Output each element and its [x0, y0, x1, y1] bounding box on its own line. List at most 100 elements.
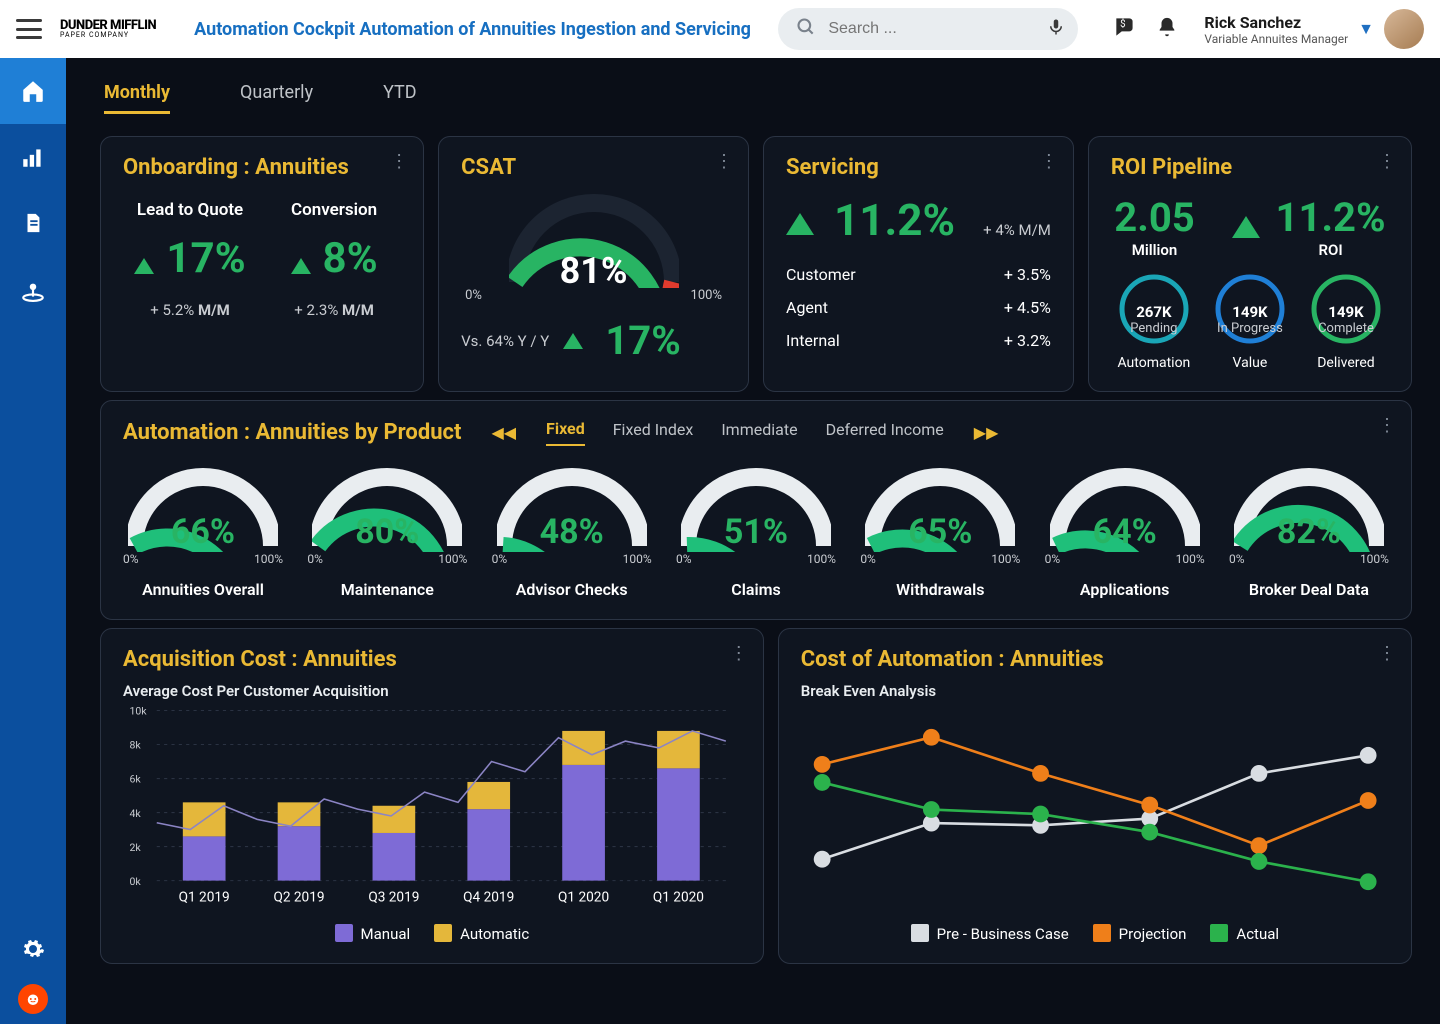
up-arrow-icon — [563, 333, 583, 349]
svg-text:0k: 0k — [129, 875, 141, 888]
svg-text:Q2 2019: Q2 2019 — [273, 890, 324, 906]
csat-vs: Vs. 64% Y / Y — [461, 332, 549, 350]
search-input[interactable] — [828, 20, 1035, 38]
svg-text:6k: 6k — [129, 773, 141, 786]
card-title: Cost of Automation : Annuities — [801, 647, 1389, 672]
tab-quarterly[interactable]: Quarterly — [240, 82, 313, 114]
up-arrow-icon — [1232, 216, 1260, 238]
svg-text:Q4 2019: Q4 2019 — [463, 890, 514, 906]
product-gauge: 66% 0%100% Annuities Overall — [123, 468, 283, 599]
product-gauge: 80% 0%100% Maintenance — [307, 468, 467, 599]
product-gauge: 51% 0%100% Claims — [676, 468, 836, 599]
svg-text:Q1 2020: Q1 2020 — [558, 890, 609, 906]
card-title: Onboarding : Annuities — [123, 155, 401, 180]
roi-ring: 149KIn Progress Value — [1212, 271, 1288, 371]
rail-documents[interactable] — [0, 190, 66, 256]
product-tab[interactable]: Fixed Index — [613, 420, 694, 445]
left-rail — [0, 58, 66, 1024]
tab-ytd[interactable]: YTD — [383, 82, 417, 114]
csat-delta: 17% — [605, 317, 680, 364]
card-menu[interactable]: ⋮ — [730, 643, 749, 664]
rail-home[interactable] — [0, 58, 66, 124]
legend-item: Projection — [1093, 924, 1187, 943]
onboarding-metric: Lead to Quote 17% + 5.2% M/M — [123, 194, 257, 319]
card-menu[interactable]: ⋮ — [390, 151, 409, 172]
search-icon — [796, 17, 816, 42]
svg-text:4k: 4k — [129, 807, 141, 820]
product-tab[interactable]: Deferred Income — [826, 420, 944, 445]
legend-manual: Manual — [335, 924, 411, 943]
up-arrow-icon — [291, 258, 311, 274]
card-onboarding: ⋮ Onboarding : Annuities Lead to Quote 1… — [100, 136, 424, 392]
card-products: ⋮ Automation : Annuities by Product ◀◀ F… — [100, 400, 1412, 620]
card-subtitle: Average Cost Per Customer Acquisition — [123, 682, 741, 700]
card-menu[interactable]: ⋮ — [1378, 415, 1397, 436]
roi-ring: 267KPending Automation — [1116, 271, 1192, 371]
svg-text:$: $ — [1120, 19, 1125, 30]
product-tab[interactable]: Immediate — [721, 420, 797, 445]
servicing-row: Customer+ 3.5% — [786, 258, 1051, 291]
up-arrow-icon — [134, 258, 154, 274]
reddit-icon — [18, 984, 48, 1014]
card-title: Servicing — [786, 155, 1051, 180]
card-roi: ⋮ ROI Pipeline 2.05 Million 11.2% ROI — [1088, 136, 1412, 392]
avatar — [1384, 9, 1424, 49]
servicing-row: Agent+ 4.5% — [786, 291, 1051, 324]
tab-monthly[interactable]: Monthly — [104, 82, 170, 114]
prev-icon[interactable]: ◀◀ — [491, 423, 516, 442]
card-menu[interactable]: ⋮ — [1378, 151, 1397, 172]
card-subtitle: Break Even Analysis — [801, 682, 1389, 700]
user-role: Variable Annuites Manager — [1204, 32, 1348, 46]
product-gauge: 48% 0%100% Advisor Checks — [492, 468, 652, 599]
app-title: Automation Cockpit Automation of Annuiti… — [194, 19, 751, 40]
rail-analytics[interactable] — [0, 124, 66, 190]
roi-ring: 149KComplete Delivered — [1308, 271, 1384, 371]
legend-item: Actual — [1210, 924, 1279, 943]
svg-text:8k: 8k — [129, 739, 141, 752]
svg-text:Q1 2020: Q1 2020 — [653, 890, 704, 906]
product-tab[interactable]: Fixed — [546, 419, 585, 446]
chat-money-icon[interactable]: $ — [1112, 14, 1138, 45]
product-gauge: 64% 0%100% Applications — [1045, 468, 1205, 599]
acquisition-chart: 0k 2k 4k 6k 8k 10k Q1 2019 Q2 2019 Q3 2019 Q4 201… — [123, 700, 741, 910]
bell-icon[interactable] — [1156, 15, 1178, 44]
card-cost-automation: ⋮ Cost of Automation : Annuities Break E… — [778, 628, 1412, 964]
cost-chart — [801, 700, 1389, 910]
user-name: Rick Sanchez — [1204, 13, 1348, 32]
product-gauge: 65% 0%100% Withdrawals — [860, 468, 1020, 599]
period-tabs: Monthly Quarterly YTD — [100, 76, 1412, 128]
legend-item: Pre - Business Case — [911, 924, 1069, 943]
svg-text:10k: 10k — [129, 705, 147, 718]
mic-icon[interactable] — [1047, 16, 1065, 43]
csat-value: 81% — [461, 250, 726, 292]
card-menu[interactable]: ⋮ — [1040, 151, 1059, 172]
legend-automatic: Automatic — [434, 924, 529, 943]
servicing-headline: 11.2% — [834, 194, 955, 246]
product-gauge: 82% 0%100% Broker Deal Data — [1229, 468, 1389, 599]
user-menu[interactable]: Rick Sanchez Variable Annuites Manager ▼ — [1204, 9, 1424, 49]
rail-reddit[interactable] — [0, 974, 66, 1024]
card-acquisition: ⋮ Acquisition Cost : Annuities Average C… — [100, 628, 764, 964]
card-title: Acquisition Cost : Annuities — [123, 647, 741, 672]
svg-text:2k: 2k — [129, 841, 141, 854]
card-title: ROI Pipeline — [1111, 155, 1389, 180]
up-arrow-icon — [786, 213, 814, 235]
brand-logo: DUNDER MIFFLINPAPER COMPANY — [60, 19, 156, 39]
rail-location[interactable] — [0, 256, 66, 322]
card-menu[interactable]: ⋮ — [1378, 643, 1397, 664]
card-menu[interactable]: ⋮ — [715, 151, 734, 172]
onboarding-metric: Conversion 8% + 2.3% M/M — [267, 194, 401, 319]
servicing-mom: + 4% M/M — [983, 221, 1051, 239]
roi-value-left: 2.05 — [1114, 194, 1194, 241]
svg-text:Q1 2019: Q1 2019 — [179, 890, 230, 906]
rail-settings[interactable] — [0, 924, 66, 974]
search-box[interactable] — [778, 8, 1078, 50]
menu-toggle[interactable] — [16, 19, 42, 39]
card-title: CSAT — [461, 155, 726, 180]
chevron-down-icon: ▼ — [1358, 19, 1374, 39]
svg-text:Q3 2019: Q3 2019 — [368, 890, 419, 906]
roi-value-right: 11.2% — [1276, 194, 1386, 241]
servicing-row: Internal+ 3.2% — [786, 324, 1051, 357]
card-servicing: ⋮ Servicing 11.2% + 4% M/M Customer+ 3.5… — [763, 136, 1074, 392]
next-icon[interactable]: ▶▶ — [974, 423, 999, 442]
